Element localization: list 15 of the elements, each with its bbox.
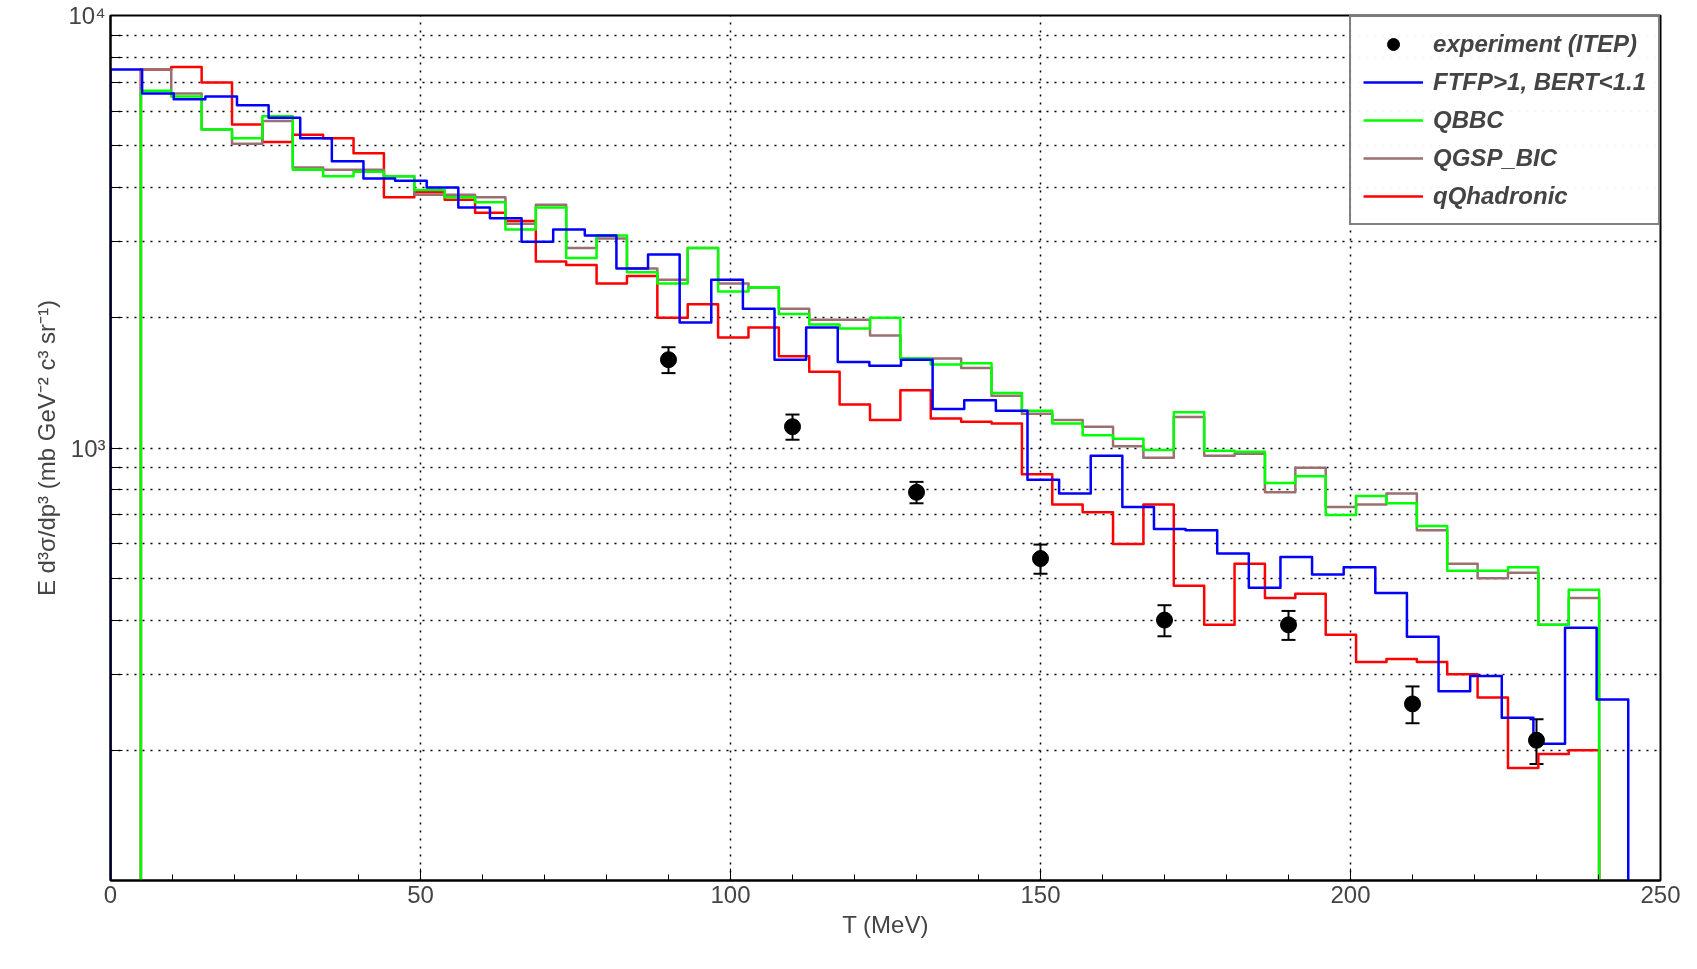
y-axis-title: E d³σ/dp³ (mb GeV⁻² c³ sr⁻¹) bbox=[33, 299, 61, 597]
x-tick-label: 150 bbox=[1020, 880, 1061, 908]
y-tick-label: 10⁴ bbox=[68, 2, 106, 29]
x-tick-label: 250 bbox=[1640, 880, 1681, 908]
legend-label: QGSP_BIC bbox=[1433, 144, 1558, 172]
x-tick-label: 100 bbox=[710, 880, 751, 908]
legend-label: experiment (ITEP) bbox=[1433, 30, 1638, 58]
legend-label: qQhadronic bbox=[1433, 182, 1568, 210]
x-tick-label: 200 bbox=[1330, 880, 1371, 908]
x-tick-label: 50 bbox=[407, 880, 434, 908]
legend-label: FTFP>1, BERT<1.1 bbox=[1433, 68, 1646, 96]
y-tick-label: 10³ bbox=[70, 434, 106, 462]
legend-label: QBBC bbox=[1433, 106, 1504, 134]
x-tick-label: 0 bbox=[103, 880, 118, 908]
x-axis-title: T (MeV) bbox=[842, 910, 929, 938]
